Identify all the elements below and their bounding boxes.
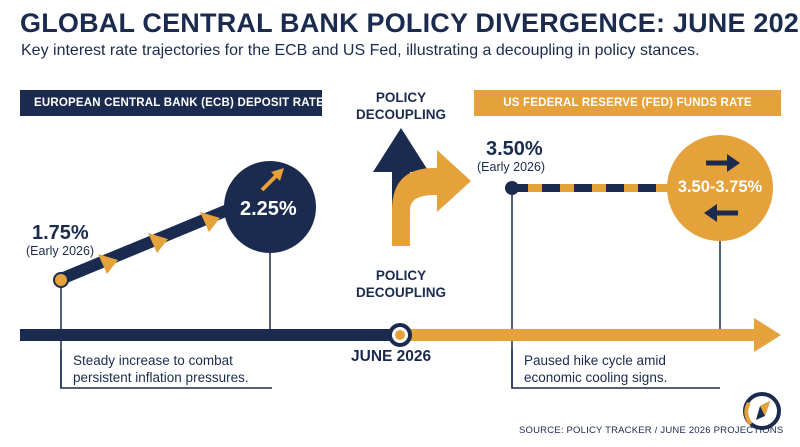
fed-banner: US FEDERAL RESERVE (FED) FUNDS RATE xyxy=(474,90,781,116)
center-navy-arrow-head xyxy=(373,128,429,172)
fed-start-value: 3.50% xyxy=(486,138,543,160)
ecb-end-circle xyxy=(224,161,316,253)
page-subtitle: Key interest rate trajectories for the E… xyxy=(21,42,700,59)
ecb-trajectory-arrow-2 xyxy=(148,233,168,253)
arrows-left-right-icon xyxy=(704,154,740,222)
timeline-arrowhead xyxy=(754,318,781,352)
fed-description: Paused hike cycle amid economic cooling … xyxy=(524,353,668,385)
policy-decoupling-bottom-label: POLICY DECOUPLING xyxy=(355,268,446,300)
page-title: GLOBAL CENTRAL BANK POLICY DIVERGENCE: J… xyxy=(20,8,800,38)
policy-decoupling-top-label: POLICY DECOUPLING xyxy=(355,90,446,122)
arrow-up-right-icon xyxy=(260,168,284,192)
ecb-start-dot xyxy=(53,272,69,288)
ecb-trajectory-arrow-1 xyxy=(98,254,118,274)
fed-end-circle xyxy=(667,135,773,241)
ecb-start-note: (Early 2026) xyxy=(26,244,95,258)
compass-logo-icon xyxy=(743,392,781,430)
fed-description-box xyxy=(511,350,720,389)
fed-end-value: 3.50-3.75% xyxy=(677,178,763,196)
ecb-banner: EUROPEAN CENTRAL BANK (ECB) DEPOSIT RATE xyxy=(20,90,324,116)
center-gold-arrow-shaft xyxy=(392,168,440,246)
timeline-date-label: JUNE 2026 xyxy=(351,348,432,365)
ecb-start-value: 1.75% xyxy=(32,222,89,244)
fed-start-dot xyxy=(505,181,519,195)
center-gold-arrow-head xyxy=(437,150,471,212)
ecb-end-value: 2.25% xyxy=(240,198,297,220)
ecb-description: Steady increase to combat persistent inf… xyxy=(73,353,249,385)
timeline-navy xyxy=(20,329,402,341)
ecb-trajectory-arrow-3 xyxy=(200,212,220,232)
source-note: SOURCE: POLICY TRACKER / JUNE 2026 PROJE… xyxy=(519,425,784,436)
timeline-gold xyxy=(398,329,758,341)
ecb-description-box xyxy=(60,350,272,389)
fed-start-note: (Early 2026) xyxy=(477,160,546,174)
